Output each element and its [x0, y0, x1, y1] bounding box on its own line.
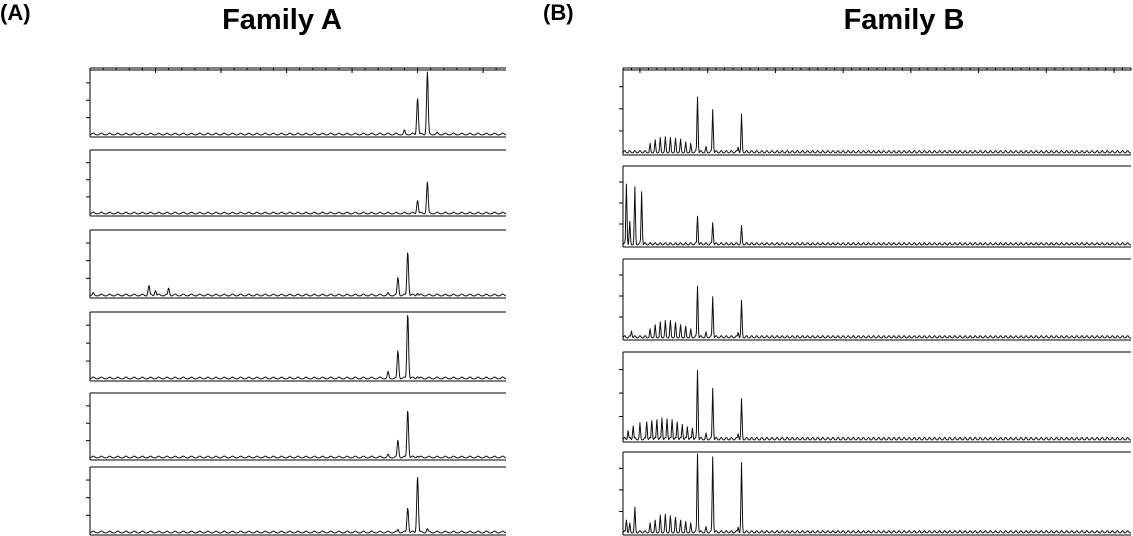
trace-A3 — [89, 252, 507, 297]
trace-B3.2 — [622, 369, 1131, 441]
panel-b-letter: (B) — [543, 0, 574, 25]
trace-B3.1 — [622, 285, 1131, 339]
family-b-title: Family B — [844, 4, 965, 36]
trace-B1 — [622, 96, 1131, 154]
plot-area — [86, 67, 1132, 536]
trace-A4.2 — [89, 410, 507, 459]
trace-A4.3 — [89, 477, 507, 534]
trace-B2 — [622, 183, 1131, 246]
trace-A4.1 — [89, 315, 507, 380]
trace-A2 — [89, 181, 507, 215]
family-a-title: Family A — [222, 4, 342, 36]
trace-B3.3 — [622, 453, 1131, 534]
trace-A1 — [89, 71, 507, 136]
panel-a-letter: (A) — [0, 0, 31, 25]
